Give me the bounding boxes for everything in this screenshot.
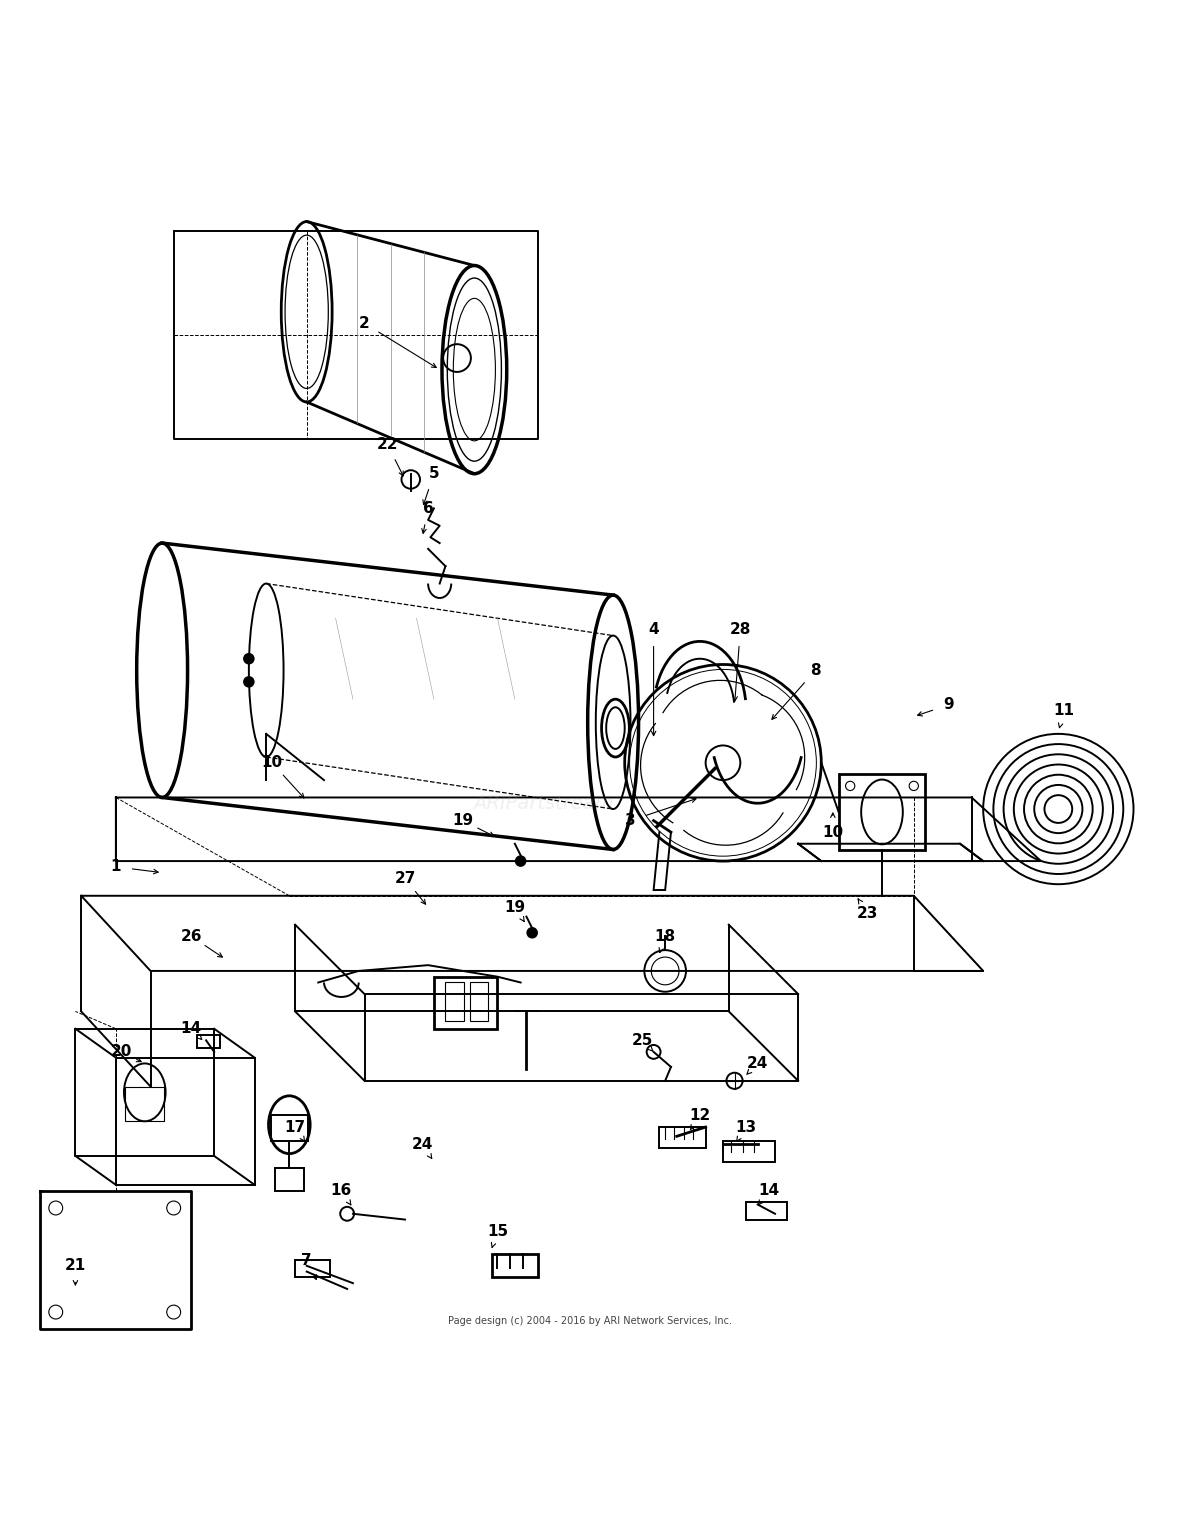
Text: 7: 7 xyxy=(301,1252,312,1267)
Text: Page design (c) 2004 - 2016 by ARI Network Services, Inc.: Page design (c) 2004 - 2016 by ARI Netwo… xyxy=(448,1316,732,1326)
Text: 20: 20 xyxy=(111,1045,132,1060)
Bar xyxy=(746,1202,787,1220)
Bar xyxy=(434,977,498,1028)
Text: 19: 19 xyxy=(452,813,473,828)
Bar xyxy=(125,1087,164,1122)
Text: 2: 2 xyxy=(359,316,369,332)
Text: 1: 1 xyxy=(111,860,122,875)
Text: 10: 10 xyxy=(822,825,844,840)
Text: 11: 11 xyxy=(1054,702,1075,718)
Text: 10: 10 xyxy=(262,755,282,771)
Text: 24: 24 xyxy=(747,1055,768,1070)
Text: 9: 9 xyxy=(943,698,953,713)
Bar xyxy=(197,1034,219,1048)
Bar xyxy=(839,774,925,849)
Text: 25: 25 xyxy=(631,1033,653,1048)
Text: 15: 15 xyxy=(487,1223,509,1238)
Bar xyxy=(660,1126,706,1148)
Text: 26: 26 xyxy=(181,928,202,943)
Text: 12: 12 xyxy=(689,1108,710,1123)
Circle shape xyxy=(526,927,538,939)
Text: ARIPartstream: ARIPartstream xyxy=(473,793,614,813)
Text: 27: 27 xyxy=(394,871,415,886)
Bar xyxy=(271,1116,308,1142)
Text: 8: 8 xyxy=(811,663,821,678)
Bar xyxy=(470,983,489,1020)
Circle shape xyxy=(243,653,255,665)
Text: 22: 22 xyxy=(376,438,399,453)
Circle shape xyxy=(706,745,740,780)
Text: 17: 17 xyxy=(284,1119,306,1134)
Text: 24: 24 xyxy=(412,1137,433,1152)
Text: 14: 14 xyxy=(181,1022,202,1036)
Text: 13: 13 xyxy=(735,1119,756,1134)
Text: 28: 28 xyxy=(729,622,750,637)
Bar xyxy=(446,983,464,1020)
Text: 4: 4 xyxy=(648,622,658,637)
Bar xyxy=(723,1142,775,1161)
Circle shape xyxy=(514,855,526,868)
Bar xyxy=(295,1260,330,1278)
Text: 3: 3 xyxy=(625,813,636,828)
Bar xyxy=(492,1254,538,1278)
Text: 19: 19 xyxy=(504,899,525,914)
Text: 21: 21 xyxy=(65,1258,86,1273)
Text: 18: 18 xyxy=(655,928,676,943)
Text: 14: 14 xyxy=(759,1182,780,1198)
Text: 6: 6 xyxy=(422,501,433,516)
Text: 5: 5 xyxy=(428,466,439,481)
Text: 23: 23 xyxy=(857,905,878,921)
Text: 16: 16 xyxy=(330,1182,352,1198)
Bar xyxy=(275,1167,304,1190)
Circle shape xyxy=(243,677,255,687)
